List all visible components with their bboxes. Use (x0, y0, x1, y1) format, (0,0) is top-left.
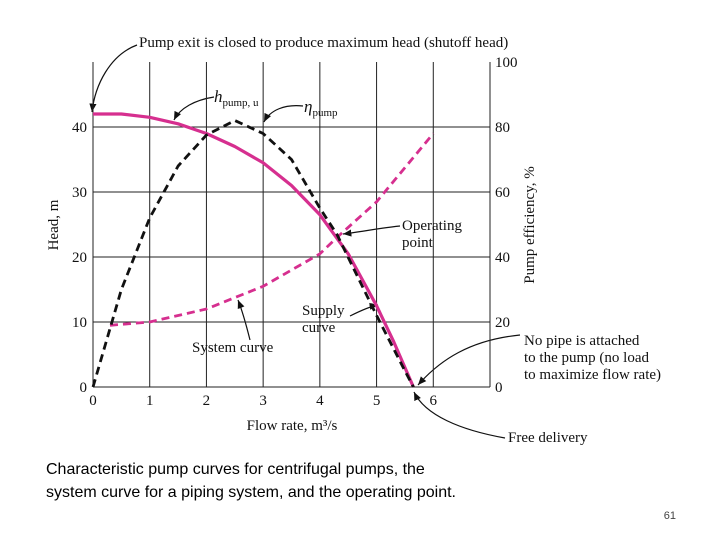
y2-tick-label: 40 (495, 250, 510, 266)
annotation-text: Operating (402, 218, 462, 234)
series-line (109, 132, 435, 327)
y-axis-label: Head, m (46, 199, 62, 250)
arrow (237, 299, 251, 341)
x-tick-label: 5 (373, 393, 381, 409)
x-axis-label: Flow rate, m³/s (247, 418, 338, 434)
annotation-text: to maximize flow rate) (524, 367, 661, 383)
annotation: No pipe is attached (524, 333, 640, 349)
x-tick-label: 0 (89, 393, 97, 409)
y2-tick-label: 100 (495, 55, 518, 71)
caption: system curve for a piping system, and th… (46, 484, 456, 501)
y2-tick-label: 60 (495, 185, 510, 201)
arrow (342, 225, 401, 237)
annotation-text: h (214, 87, 223, 106)
y2-tick-label: 80 (495, 120, 510, 136)
annotation: Pump exit is closed to produce maximum h… (139, 35, 508, 51)
x-tick-label: 2 (203, 393, 211, 409)
annotation: curve (302, 320, 336, 336)
series-line (93, 112, 415, 388)
x-tick-label: 3 (259, 393, 267, 409)
annotation: to maximize flow rate) (524, 367, 661, 383)
annotation-text: η (304, 97, 312, 116)
caption: Characteristic pump curves for centrifug… (46, 461, 425, 478)
annotation: to the pump (no load (524, 350, 649, 366)
y-tick-label: 10 (72, 315, 87, 331)
y2-axis-label: Pump efficiency, % (522, 166, 538, 283)
series-line (91, 119, 415, 388)
y2-tick-label: 0 (495, 380, 503, 396)
annotation: ηpump (304, 97, 338, 119)
annotation-text: Free delivery (508, 430, 588, 446)
annotation: Supply (302, 303, 345, 319)
annotation-text: System curve (192, 340, 274, 356)
annotation-text: to the pump (no load (524, 350, 649, 366)
annotation: System curve (192, 340, 274, 356)
x-tick-label: 6 (430, 393, 438, 409)
y-tick-label: 30 (72, 185, 87, 201)
y-tick-label: 0 (80, 380, 88, 396)
arrow (417, 334, 521, 386)
arrow (413, 391, 506, 439)
annotation-text: Pump exit is closed to produce maximum h… (139, 35, 508, 51)
x-tick-label: 1 (146, 393, 154, 409)
arrow (263, 105, 304, 123)
y2-tick-label: 20 (495, 315, 510, 331)
y-tick-label: 20 (72, 250, 87, 266)
page-number: 61 (664, 510, 676, 522)
annotation-subscript: pump (312, 107, 338, 119)
annotation-text: Supply (302, 303, 345, 319)
annotation-subscript: pump, u (223, 97, 260, 109)
annotation: Operating (402, 218, 462, 234)
annotation-text: No pipe is attached (524, 333, 640, 349)
x-tick-label: 4 (316, 393, 324, 409)
arrow (173, 96, 215, 121)
annotation: Free delivery (508, 430, 588, 446)
arrow (89, 44, 138, 113)
annotation: hpump, u (214, 87, 259, 109)
annotation: point (402, 235, 434, 251)
annotation-text: point (402, 235, 434, 251)
y-tick-label: 40 (72, 120, 87, 136)
annotation-text: curve (302, 320, 336, 336)
